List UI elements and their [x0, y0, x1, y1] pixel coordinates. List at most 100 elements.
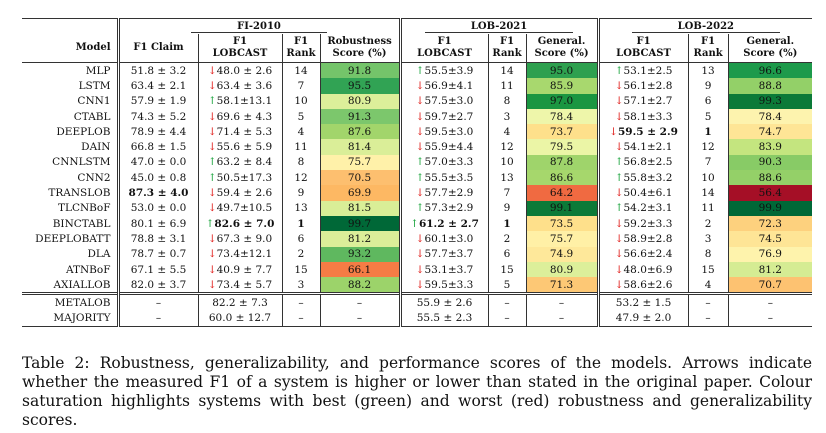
l21-general: 74.9	[525, 246, 599, 262]
l21-f1-text: 55.9±4.4	[424, 141, 474, 154]
l21-f1-text: 56.9±4.1	[424, 79, 474, 92]
l21-f1-text: 55.5±3.5	[424, 171, 474, 184]
arrow-up-icon: ↑	[415, 171, 425, 184]
l22-rank: 13	[687, 62, 729, 79]
fi-claim-text: 63.4 ± 2.1	[130, 79, 187, 92]
l22-f1: ↓59.2±3.3	[596, 215, 689, 232]
fi-claim: 63.4 ± 2.1	[116, 78, 198, 94]
l21-rank-text: 1	[503, 217, 511, 230]
fi-lobcast: ↓67.3 ± 9.0	[197, 231, 282, 247]
l22-rank: 3	[687, 231, 729, 247]
l21-f1-text: 57.5±3.0	[424, 95, 474, 108]
l21-general-text: 95.0	[549, 64, 574, 77]
fi-robustness: 81.5	[319, 200, 401, 216]
l21-general: 87.8	[525, 154, 599, 171]
fi-claim-text: 57.9 ± 1.9	[130, 95, 187, 108]
arrow-down-icon: ↓	[609, 125, 618, 138]
arrow-down-icon: ↓	[415, 79, 425, 92]
fi-lobcast: ↑63.2 ± 8.4	[197, 154, 282, 171]
fi-lobcast-text: 60.0 ± 12.7	[208, 312, 272, 325]
fi-robustness-text: 66.1	[347, 263, 372, 276]
l21-rank: 3	[487, 108, 527, 125]
l21-rank-text: –	[504, 312, 510, 325]
fi-robustness-text: 99.7	[347, 217, 372, 230]
model-name: LSTM	[22, 78, 118, 93]
l22-rank-text: 8	[704, 248, 712, 261]
fi-lobcast-text: 73.4 ± 5.7	[216, 278, 273, 291]
l21-rank-text: 8	[503, 95, 511, 108]
fi-rank: 7	[281, 78, 320, 94]
table-caption: Table 2: Robustness, generalizability, a…	[22, 354, 812, 429]
model-name-text: CNN2	[77, 171, 111, 184]
l22-general: 81.2	[727, 261, 813, 278]
l22-f1-text: 58.6±2.6	[623, 278, 673, 291]
l21-rank: 5	[487, 277, 527, 295]
fi-robustness-text: 81.5	[347, 202, 372, 215]
l22-f1-text: 54.2±3.1	[623, 202, 673, 215]
l21-rank-text: 14	[500, 64, 514, 77]
fi-claim-text: 67.1 ± 5.5	[130, 263, 187, 276]
l22-rank: 10	[687, 170, 729, 186]
l22-rank: –	[687, 292, 729, 311]
l22-general-text: 70.7	[758, 278, 782, 291]
l22-f1: ↓56.6±2.4	[596, 246, 689, 262]
fi-rank-text: –	[298, 297, 304, 310]
fi-robustness: 70.5	[319, 170, 401, 186]
l22-f1: ↓58.1±3.3	[596, 108, 689, 125]
l21-f1: ↓59.7±2.7	[398, 108, 489, 125]
arrow-down-icon: ↓	[614, 278, 624, 291]
fi-rank-text: 15	[294, 263, 308, 276]
l22-f1: ↓50.4±6.1	[596, 185, 689, 201]
l21-f1-text: 59.5±3.0	[424, 125, 474, 138]
fi-robustness: 81.4	[319, 139, 401, 155]
l21-f1: ↓57.5±3.0	[398, 93, 489, 109]
l21-rank: 2	[487, 231, 527, 247]
fi-robustness-text: 70.5	[347, 171, 372, 184]
l22-f1-text: 53.2 ± 1.5	[615, 297, 672, 310]
arrow-up-icon: ↑	[614, 202, 624, 215]
l22-f1-text: 56.1±2.8	[623, 79, 673, 92]
fi-robustness-text: 93.2	[347, 248, 372, 261]
fi-claim: 67.1 ± 5.5	[116, 261, 198, 278]
arrow-down-icon: ↓	[207, 232, 217, 245]
fi-robustness-text: 95.5	[347, 79, 372, 92]
l22-general: 70.7	[727, 277, 813, 295]
fi-lobcast: ↓40.9 ± 7.7	[197, 261, 282, 278]
table-row: CNN1 57.9 ± 1.9 ↑58.1±13.1 10 80.9 ↓57.5±3.0 8…	[22, 93, 813, 109]
col-header-l22-rank: F1 Rank	[687, 34, 729, 63]
l22-f1-text: 50.4±6.1	[623, 187, 673, 200]
l21-f1: ↓56.9±4.1	[398, 78, 489, 94]
model-name-text: AXIALLOB	[53, 278, 111, 291]
l22-rank: 7	[687, 154, 729, 171]
l21-rank: 14	[487, 62, 527, 79]
l21-general: 80.9	[525, 261, 599, 278]
table-row: AXIALLOB 82.0 ± 3.7 ↓73.4 ± 5.7 3 88.2 ↓59.5±…	[22, 277, 813, 295]
fi-rank-text: 3	[297, 278, 305, 291]
l22-f1-text: 59.2±3.3	[623, 217, 673, 230]
fi-rank: 10	[281, 93, 320, 109]
model-name-text: TRANSLOB	[48, 187, 111, 200]
baseline-name: MAJORITY	[22, 310, 118, 328]
model-name: DEEPLOB	[22, 124, 118, 139]
model-name: DEEPLOBATT	[22, 231, 118, 246]
fi-rank: –	[281, 310, 320, 328]
l21-general: 75.7	[525, 231, 599, 247]
fi-rank: 1	[281, 215, 320, 232]
l22-general: 99.3	[727, 93, 813, 109]
l21-rank-text: 4	[503, 125, 511, 138]
l21-general-text: 78.4	[549, 110, 574, 123]
baseline-name-text: MAJORITY	[53, 312, 111, 325]
arrow-down-icon: ↓	[614, 232, 624, 245]
l21-rank: 1	[487, 215, 527, 232]
model-name-text: MLP	[85, 64, 111, 77]
fi-robustness-text: 80.9	[347, 95, 372, 108]
arrow-down-icon: ↓	[614, 217, 624, 230]
fi-lobcast: ↑58.1±13.1	[197, 93, 282, 109]
fi-claim: 78.8 ± 3.1	[116, 231, 198, 247]
l22-general: 88.6	[727, 170, 813, 186]
l22-general-text: 74.5	[758, 232, 782, 245]
l22-f1-text: 56.8±2.5	[623, 156, 673, 169]
l22-f1-text: 59.5 ± 2.9	[617, 125, 678, 138]
dataset-header-lob2022: LOB-2022	[596, 18, 813, 34]
empty-corner	[22, 18, 118, 34]
